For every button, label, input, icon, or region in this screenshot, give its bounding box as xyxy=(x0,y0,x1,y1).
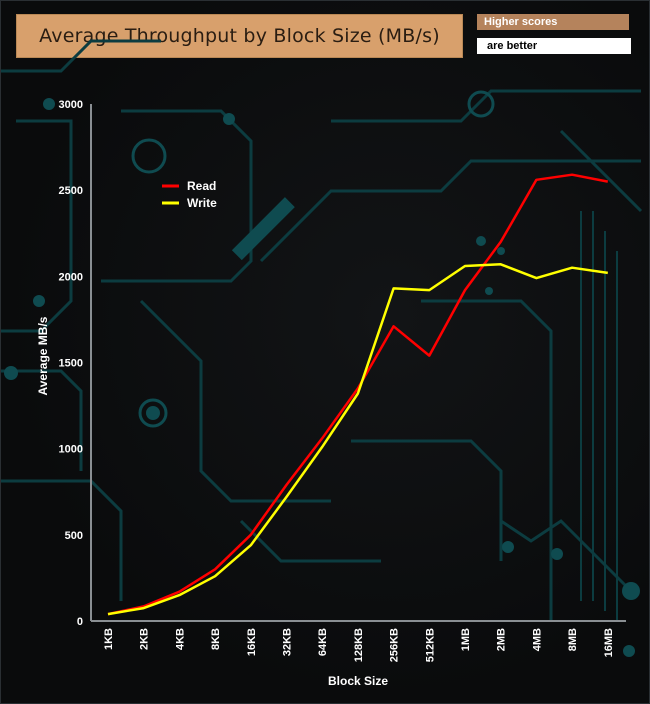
x-tick-label: 1MB xyxy=(460,628,472,651)
x-tick-label: 128KB xyxy=(353,628,365,662)
y-tick-label: 2000 xyxy=(59,271,83,283)
circuit-background xyxy=(1,39,643,621)
x-tick-labels: 1KB 2KB 4KB 8KB 16KB 32KB 64KB 128KB 256KB 512KB 1… xyxy=(103,628,615,662)
legend-label-read: Read xyxy=(187,179,216,193)
y-tick-labels: 0 500 1000 1500 2000 2500 3000 xyxy=(59,99,83,628)
y-tick-label: 1500 xyxy=(59,358,83,370)
y-tick-label: 3000 xyxy=(59,99,83,111)
y-axis-label: Average MB/s xyxy=(36,316,50,395)
series-line-read xyxy=(107,173,609,616)
y-tick-label: 1000 xyxy=(59,444,83,456)
x-tick-label: 256KB xyxy=(389,628,401,662)
y-tick-label: 2500 xyxy=(59,185,83,197)
x-tick-label: 4MB xyxy=(531,628,543,651)
note-higher-scores: Higher scores xyxy=(477,14,629,30)
x-tick-label: 8KB xyxy=(210,628,222,650)
legend: Read Write xyxy=(162,179,217,210)
x-tick-label: 2KB xyxy=(139,628,151,650)
x-tick-label: 512KB xyxy=(424,628,436,662)
x-tick-label: 64KB xyxy=(317,628,329,656)
circuit-nodes xyxy=(4,98,640,657)
y-tick-label: 500 xyxy=(65,530,83,542)
x-tick-label: 16MB xyxy=(603,628,615,657)
x-tick-label: 32KB xyxy=(282,628,294,656)
series-line-write xyxy=(107,263,608,616)
x-axis-label: Block Size xyxy=(328,674,388,688)
x-tick-label: 2MB xyxy=(496,628,508,651)
x-tick-label: 1KB xyxy=(103,628,115,650)
note-are-better: are better xyxy=(477,38,631,54)
x-tick-label: 8MB xyxy=(567,628,579,651)
circuit-rings xyxy=(131,90,495,428)
x-tick-label: 4KB xyxy=(174,628,186,650)
series-lines xyxy=(107,173,609,616)
x-tick-label: 16KB xyxy=(246,628,258,656)
legend-label-write: Write xyxy=(187,196,217,210)
circuit-pad xyxy=(231,197,295,261)
y-tick-label: 0 xyxy=(77,616,83,628)
